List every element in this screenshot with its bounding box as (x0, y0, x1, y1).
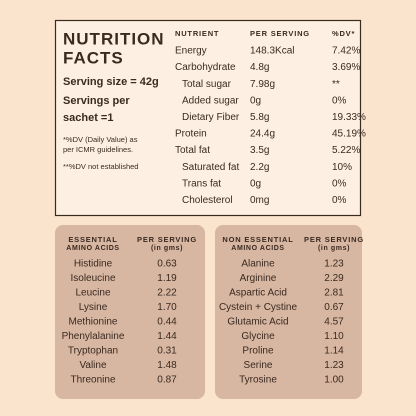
nutrient-name: Total fat (175, 145, 210, 156)
amount: 4.57 (324, 317, 344, 328)
amino-acid: Glutamic Acid (227, 317, 288, 328)
amino-acid: Glycine (241, 331, 275, 342)
amount: 1.23 (324, 259, 344, 270)
cell-value: 0% (332, 195, 347, 206)
amount: 1.14 (324, 346, 344, 357)
cell-value: 4.8g (250, 62, 269, 73)
amino-acid: Histidine (74, 259, 113, 270)
servings: sachet =1 (63, 112, 113, 124)
column-header: PER SERVING (250, 29, 310, 38)
note: per ICMR guidelines. (63, 145, 133, 154)
nutrient-name: Dietary Fiber (182, 112, 240, 123)
serving-size: Serving size = 42g (63, 76, 159, 88)
column-header: (in gms) (318, 245, 350, 252)
amino-acid: Tryptophan (68, 346, 118, 357)
cell-value: 0g (250, 95, 261, 106)
cell-value: ** (332, 79, 340, 90)
cell-value: 5.22% (332, 145, 360, 156)
nutrient-name: Protein (175, 129, 207, 140)
amount: 1.19 (157, 273, 177, 284)
amino-acid: Threonine (70, 375, 115, 386)
nutrient-name: Cholesterol (182, 195, 233, 206)
amino-acid: Leucine (75, 288, 110, 299)
cell-value: 19.33% (332, 112, 366, 123)
amount: 0.67 (324, 302, 344, 313)
nutrient-name: Energy (175, 46, 207, 57)
amount: 0.87 (157, 375, 177, 386)
amount: 1.44 (157, 331, 177, 342)
column-header: AMINO ACIDS (231, 245, 284, 252)
cell-value: 7.42% (332, 46, 360, 57)
amount: 1.00 (324, 375, 344, 386)
column-header: (in gms) (151, 245, 183, 252)
amino-acid: Aspartic Acid (229, 288, 287, 299)
cell-value: 0g (250, 178, 261, 189)
nutrient-name: Trans fat (182, 178, 221, 189)
nutrient-name: Total sugar (182, 79, 232, 90)
cell-value: 148.3Kcal (250, 46, 294, 57)
amount: 1.10 (324, 331, 344, 342)
cell-value: 45.19% (332, 129, 366, 140)
amino-acid: Alanine (241, 259, 275, 270)
non-essential-box (215, 225, 362, 399)
column-header: NON ESSENTIAL (222, 235, 293, 244)
title: NUTRITION (63, 29, 165, 48)
amount: 2.81 (324, 288, 344, 299)
note: *%DV (Daily Value) as (63, 135, 138, 144)
facts-box (54, 19, 362, 217)
cell-value: 2.2g (250, 162, 269, 173)
amount: 1.48 (157, 360, 177, 371)
amount: 2.22 (157, 288, 177, 299)
cell-value: 0mg (250, 195, 269, 206)
cell-value: 10% (332, 162, 352, 173)
amino-acid: Phenylalanine (62, 331, 125, 342)
amino-acid: Arginine (240, 273, 277, 284)
amino-acid: Cystein + Cystine (219, 302, 298, 313)
column-header: ESSENTIAL (68, 235, 117, 244)
cell-value: 0% (332, 178, 347, 189)
column-header: AMINO ACIDS (66, 245, 119, 252)
cell-value: 24.4g (250, 129, 275, 140)
amount: 0.63 (157, 259, 177, 270)
amount: 1.23 (324, 360, 344, 371)
column-header: PER SERVING (304, 235, 364, 244)
cell-value: 0% (332, 95, 347, 106)
column-header: PER SERVING (137, 235, 197, 244)
amino-acid: Valine (79, 360, 106, 371)
note: **%DV not established (63, 162, 138, 171)
nutrient-name: Added sugar (182, 95, 239, 106)
nutrient-name: Saturated fat (182, 162, 239, 173)
amino-acid: Methionine (69, 317, 118, 328)
servings: Servings per (63, 95, 130, 107)
amino-acid: Serine (244, 360, 273, 371)
amino-acid: Isoleucine (70, 273, 115, 284)
column-header: NUTRIENT (175, 29, 219, 38)
amino-acid: Tyrosine (239, 375, 277, 386)
column-header: %DV* (332, 29, 355, 38)
amount: 2.29 (324, 273, 344, 284)
amino-acid: Lysine (79, 302, 108, 313)
cell-value: 7.98g (250, 79, 275, 90)
amino-acid: Proline (242, 346, 274, 357)
essential-box (55, 225, 205, 399)
amount: 0.31 (157, 346, 177, 357)
amount: 1.70 (157, 302, 177, 313)
cell-value: 3.5g (250, 145, 269, 156)
cell-value: 3.69% (332, 62, 360, 73)
nutrient-name: Carbohydrate (175, 62, 236, 73)
amount: 0.44 (157, 317, 177, 328)
cell-value: 5.8g (250, 112, 269, 123)
title: FACTS (63, 48, 124, 67)
